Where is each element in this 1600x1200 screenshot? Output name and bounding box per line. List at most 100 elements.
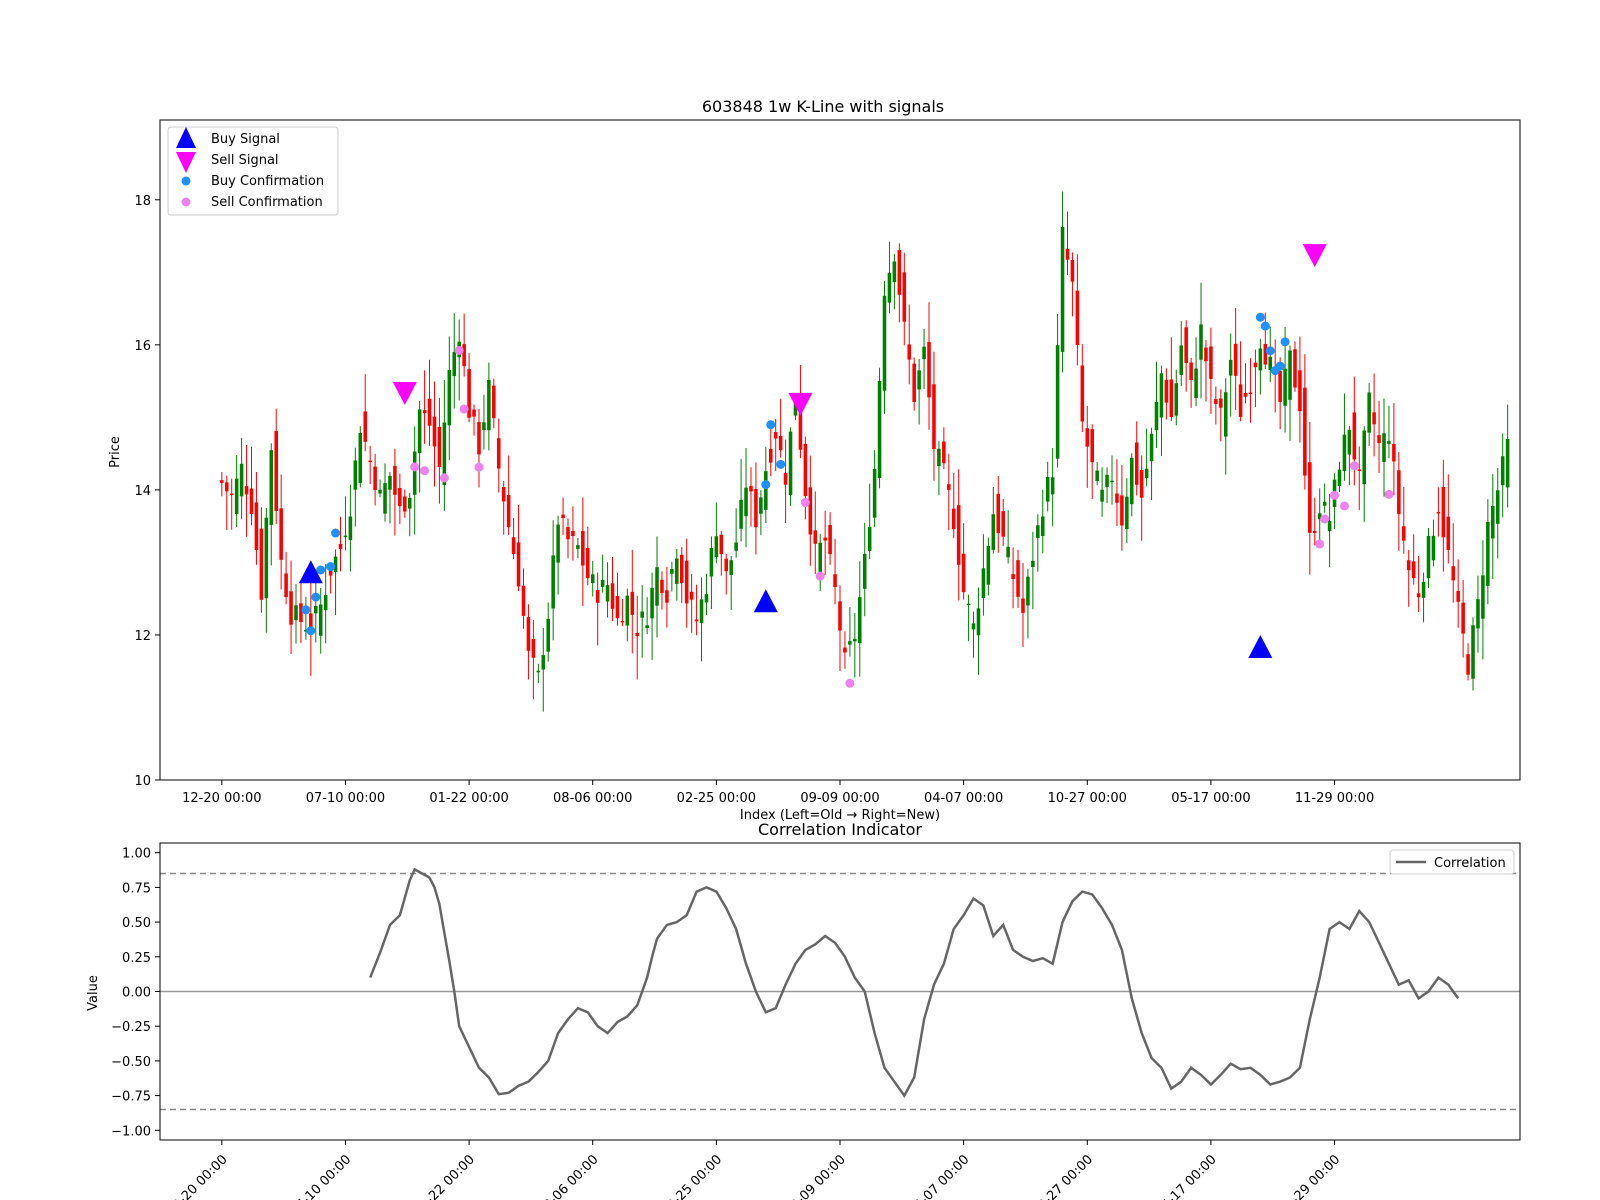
candle-up: [917, 370, 921, 390]
candle-up: [1486, 521, 1490, 586]
candle-down: [951, 508, 956, 530]
kline-x-tick-label: 04-07 00:00: [924, 791, 1003, 806]
candle-down: [506, 495, 511, 528]
candle-up: [412, 451, 417, 495]
buy-confirmation-point: [1265, 346, 1275, 356]
candle-up: [966, 603, 971, 606]
candle-up: [1060, 226, 1065, 352]
candle-up: [744, 487, 748, 517]
sell-confirmation-point: [800, 498, 810, 508]
candle-up: [1288, 350, 1292, 400]
sell-confirmation-point: [474, 462, 484, 472]
correlation-y-tick-label: 1.00: [122, 847, 151, 862]
candle-down: [620, 620, 625, 623]
candle-down: [521, 585, 526, 616]
kline-y-tick-label: 10: [134, 774, 151, 789]
candle-up: [1476, 599, 1480, 629]
candle-up: [1144, 468, 1149, 479]
candle-up: [1491, 506, 1495, 539]
candle-down: [808, 487, 813, 535]
candle-down: [289, 591, 293, 625]
sell-confirmation-point: [845, 678, 855, 688]
sell-signal-marker: [1302, 244, 1327, 268]
candle-up: [764, 471, 768, 510]
candle-up: [699, 599, 704, 624]
candle-up: [239, 463, 244, 497]
candle-down: [244, 486, 249, 495]
buy-confirmation-legend-marker: [181, 176, 191, 186]
candle-down: [1466, 654, 1470, 675]
candle-down: [284, 573, 288, 598]
candle-down: [511, 537, 516, 554]
candle-up: [1031, 560, 1035, 568]
candle-down: [1451, 566, 1456, 581]
kline-x-tick-label: 12-20 00:00: [182, 791, 261, 806]
legend-buy-signal: Buy Signal: [211, 132, 280, 147]
candle-up: [1500, 456, 1505, 486]
candle-up: [1362, 430, 1366, 485]
buy-confirmation-point: [1275, 361, 1285, 371]
candle-up: [1322, 501, 1327, 506]
candle-down: [902, 272, 907, 322]
candle-down: [798, 392, 803, 450]
candle-down: [224, 482, 229, 492]
candle-down: [778, 436, 783, 451]
buy-confirmation-point: [1260, 321, 1270, 331]
candle-up: [318, 604, 323, 636]
correlation-legend-box: [1389, 849, 1515, 875]
kline-x-tick-label: 09-09 00:00: [800, 791, 879, 806]
candle-down: [1021, 598, 1025, 613]
candle-up: [546, 618, 550, 652]
candle-down: [1164, 379, 1169, 403]
kline-x-tick-label: 11-29 00:00: [1295, 791, 1374, 806]
candle-up: [333, 556, 338, 573]
correlation-y-tick-label: 0.25: [122, 951, 151, 966]
candle-down: [1233, 343, 1238, 376]
candle-up: [304, 630, 308, 632]
candle-up: [323, 595, 328, 611]
candle-down: [1090, 429, 1094, 463]
candle-up: [343, 535, 348, 538]
candle-up: [867, 526, 872, 551]
candle-down: [823, 537, 827, 541]
candle-up: [971, 623, 976, 630]
candle-down: [373, 466, 377, 491]
candle-up: [1100, 489, 1104, 502]
buy-confirmation-point: [776, 459, 786, 469]
candle-up: [922, 346, 926, 360]
candle-down: [1416, 593, 1421, 598]
candle-down: [1001, 511, 1005, 537]
candle-down: [501, 486, 506, 502]
candle-down: [1436, 511, 1441, 514]
candle-down: [393, 465, 397, 495]
candle-up: [709, 548, 714, 577]
candle-down: [1169, 379, 1174, 418]
candle-down: [1011, 574, 1015, 579]
candle-up: [1194, 368, 1198, 398]
candle-up: [388, 475, 392, 490]
correlation-y-tick-label: 0.50: [122, 916, 151, 931]
candle-up: [1426, 535, 1431, 579]
sell-confirmation-point: [439, 473, 449, 483]
candle-down: [1243, 393, 1248, 397]
candle-up: [1006, 546, 1010, 558]
candle-down: [274, 431, 278, 512]
candle-up: [793, 400, 798, 416]
correlation-y-label: Value: [86, 975, 101, 1011]
sell-confirmation-point: [815, 571, 825, 581]
legend-buy-confirmation: Buy Confirmation: [211, 174, 324, 189]
candle-up: [358, 433, 363, 483]
candle-down: [1134, 442, 1139, 485]
kline-x-ticks: 12-20 00:00 07-10 00:00 01-22 00:00 08-06 0…: [182, 780, 1374, 806]
kline-legend: Buy Signal Sell Signal Buy Confirmation …: [167, 126, 339, 216]
candle-down: [220, 480, 224, 483]
candle-down: [1238, 384, 1243, 417]
kline-x-tick-label: 10-27 00:00: [1048, 791, 1127, 806]
legend-sell-signal: Sell Signal: [211, 153, 279, 168]
buy-confirmation-point: [1280, 337, 1290, 347]
candle-down: [897, 250, 902, 295]
candle-up: [981, 568, 986, 599]
candle-up: [1367, 392, 1371, 433]
candle-up: [1505, 438, 1510, 488]
candle-down: [665, 590, 669, 603]
